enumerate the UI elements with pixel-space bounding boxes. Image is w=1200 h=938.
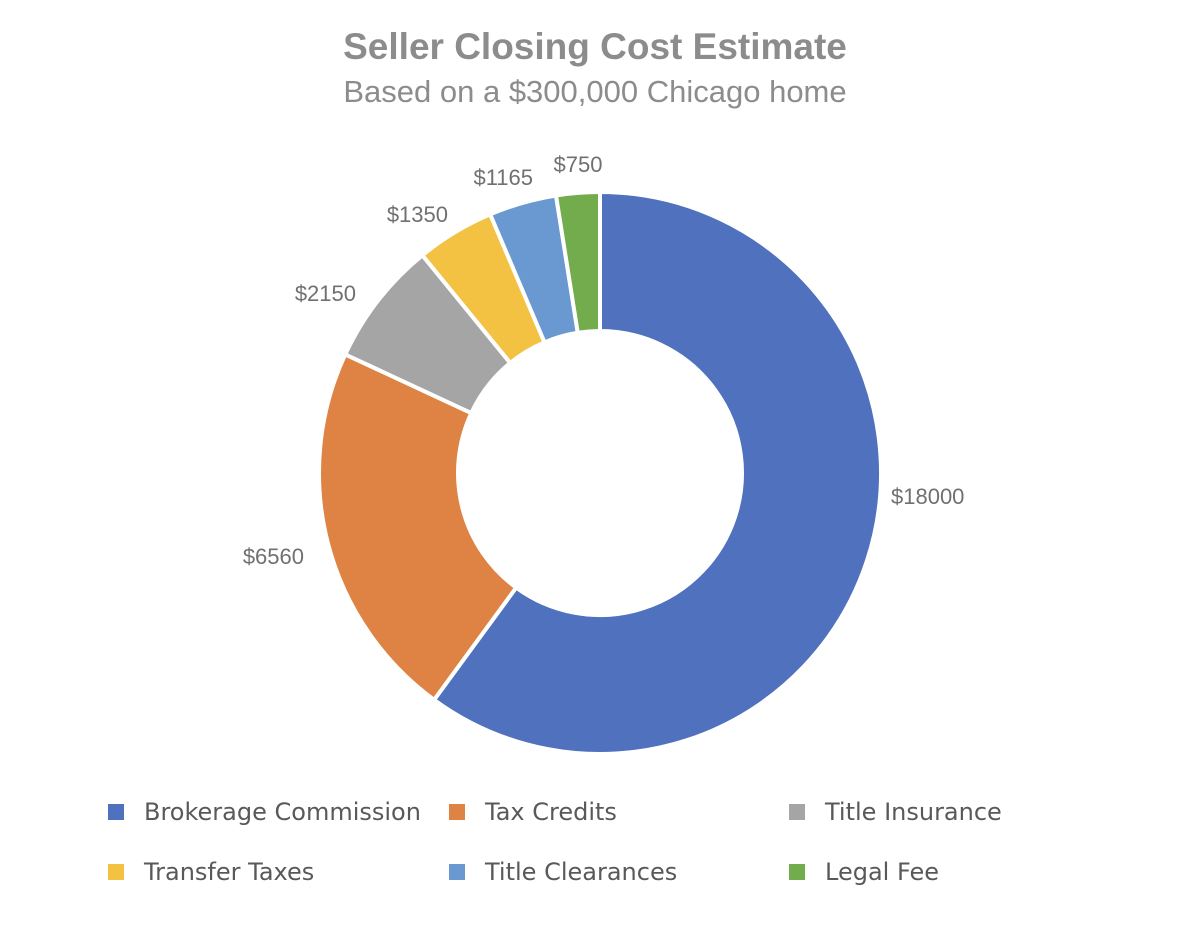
data-label-title-clearances: $1165 [473, 165, 533, 190]
chart-subtitle: Based on a $300,000 Chicago home [343, 74, 847, 109]
donut-slice-brokerage-commission [432, 190, 883, 756]
donut-slice-tax-credits [317, 352, 519, 702]
chart-title: Seller Closing Cost Estimate [343, 26, 847, 67]
data-label-title-insurance: $2150 [295, 281, 356, 306]
data-label-transfer-taxes: $1350 [387, 202, 448, 227]
data-label-legal-fee: $750 [554, 152, 603, 177]
donut-slice-legal-fee [554, 190, 602, 335]
data-label-brokerage-commission: $18000 [891, 484, 964, 509]
data-label-tax-credits: $6560 [243, 544, 304, 569]
